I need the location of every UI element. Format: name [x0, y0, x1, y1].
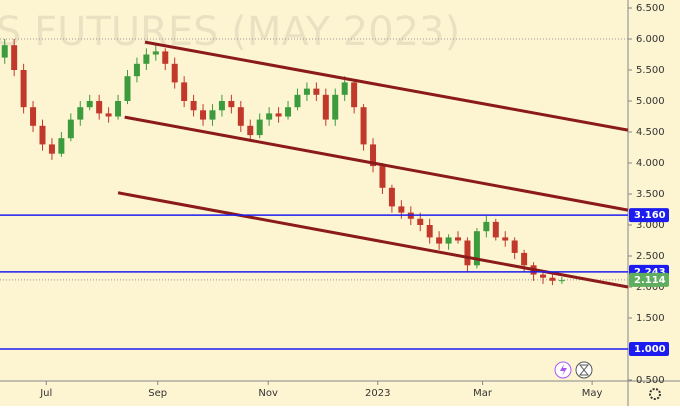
x-tick-label: May	[582, 388, 603, 399]
candle-body	[11, 45, 18, 70]
candle-body	[511, 240, 518, 253]
candle-body	[473, 231, 480, 266]
candle-body	[105, 113, 112, 117]
x-tick-label: Mar	[473, 388, 493, 399]
candle-body	[30, 107, 37, 126]
level-label: 3.160	[634, 210, 666, 221]
candle-body	[370, 144, 377, 167]
y-tick-label: 4.000	[636, 158, 665, 169]
candle-body	[351, 82, 358, 108]
candle-body	[445, 237, 452, 244]
candle-body	[190, 101, 197, 111]
candle-body	[426, 225, 433, 238]
candle-body	[218, 101, 225, 111]
candle-body	[379, 166, 386, 188]
candle-body	[200, 110, 207, 120]
candle-body	[322, 94, 329, 120]
candle-body	[133, 63, 140, 77]
candle-body	[303, 88, 310, 95]
level-badge	[629, 208, 669, 223]
candle-body	[558, 280, 565, 282]
candle-body	[162, 51, 169, 64]
candle-body	[77, 107, 84, 120]
candle-body	[228, 101, 235, 108]
candle-body	[39, 125, 46, 145]
candle-body	[237, 107, 244, 126]
y-tick-label: 2.500	[636, 251, 665, 262]
level-label: 2.243	[634, 267, 666, 278]
candle-body	[464, 240, 471, 266]
candle-body	[58, 138, 65, 154]
candle-body	[20, 70, 27, 108]
candle-body	[115, 101, 122, 117]
candle-body	[48, 144, 55, 154]
candle-body	[341, 82, 348, 95]
y-tick-label: 3.500	[636, 189, 665, 200]
settings-icon[interactable]	[649, 388, 661, 400]
level-label: 1.000	[634, 344, 666, 355]
y-tick-label: 4.500	[636, 127, 665, 138]
candle-body	[313, 88, 320, 95]
candle-body	[96, 101, 103, 114]
y-tick-label: 0.500	[636, 375, 665, 386]
candle-body	[398, 206, 405, 213]
lightning-glyph	[560, 364, 567, 376]
x-tick-label: Nov	[258, 388, 278, 399]
candle-body	[417, 218, 424, 225]
trendline	[124, 115, 629, 212]
last-price-label: 2.114	[634, 275, 666, 286]
y-tick-label: 5.000	[636, 96, 665, 107]
level-badge	[629, 342, 669, 356]
candle-body	[294, 94, 301, 108]
y-tick-label: 2.000	[636, 282, 665, 293]
candle-body	[483, 221, 490, 232]
candle-body	[436, 237, 443, 244]
y-tick-label: 6.000	[636, 34, 665, 45]
x-tick-label: Sep	[148, 388, 167, 399]
candle-body	[285, 107, 292, 117]
candle-body	[540, 274, 547, 278]
candle-body	[502, 237, 509, 241]
candle-body	[332, 94, 339, 120]
candle-body	[1, 45, 8, 58]
hourglass-glyph	[578, 364, 590, 376]
candle-body	[256, 119, 263, 136]
candle-body	[360, 107, 367, 145]
candle-body	[152, 51, 159, 55]
last-price-badge	[629, 272, 669, 287]
candle-body	[247, 125, 254, 136]
watermark: S FUTURES (MAY 2023)	[0, 9, 460, 55]
candle-body	[455, 237, 462, 241]
x-tick-label: Jul	[39, 388, 52, 399]
candle-body	[181, 82, 188, 101]
y-tick-label: 3.000	[636, 220, 665, 231]
y-tick-label: 1.500	[636, 313, 665, 324]
candle-body	[521, 252, 528, 266]
candle-body	[388, 187, 395, 207]
candle-body	[549, 277, 556, 281]
x-tick-label: 2023	[365, 388, 390, 399]
candle-body	[124, 76, 131, 101]
candle-body	[86, 101, 93, 108]
candle-body	[209, 110, 216, 120]
candle-body	[171, 63, 178, 83]
candle-body	[143, 54, 150, 64]
y-tick-label: 5.500	[636, 65, 665, 76]
candle-body	[67, 119, 74, 139]
y-tick-label: 6.500	[636, 3, 665, 14]
trendline	[144, 40, 629, 132]
candle-body	[492, 221, 499, 238]
candle-body	[266, 113, 273, 120]
candle-body	[275, 113, 282, 117]
